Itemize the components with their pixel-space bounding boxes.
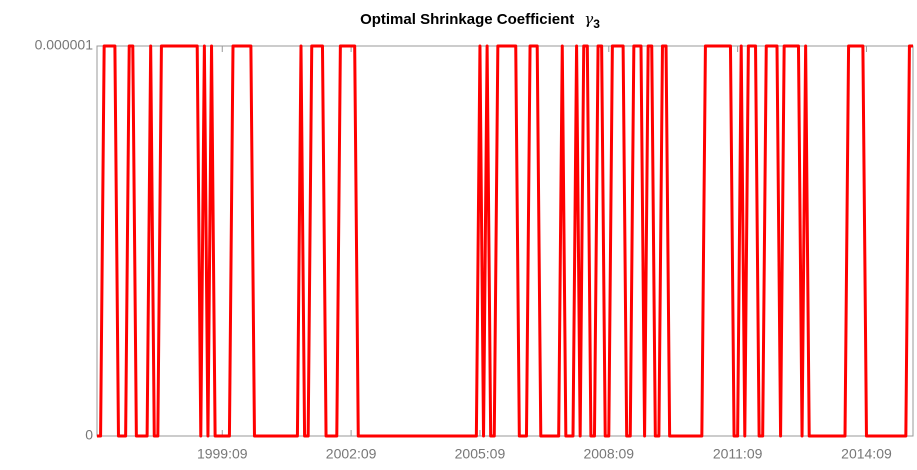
title-symbol: γ [584, 10, 593, 28]
chart-title: Optimal Shrinkage Coefficient γ3 [360, 10, 600, 31]
x-tick-label: 2005:09 [455, 446, 506, 462]
data-line [97, 44, 913, 438]
x-tick-label: 2014:09 [841, 446, 892, 462]
x-tick-label: 2011:09 [713, 446, 763, 462]
title-subscript: 3 [593, 17, 600, 31]
y-tick-label: 0 [85, 427, 93, 443]
plot-frame [96, 45, 914, 437]
title-text: Optimal Shrinkage Coefficient [360, 11, 574, 28]
x-tick-label: 2002:09 [326, 446, 377, 462]
x-tick-label: 2008:09 [583, 446, 634, 462]
x-tick-label: 1999:09 [197, 446, 248, 462]
y-tick-label: 0.000001 [35, 37, 94, 53]
